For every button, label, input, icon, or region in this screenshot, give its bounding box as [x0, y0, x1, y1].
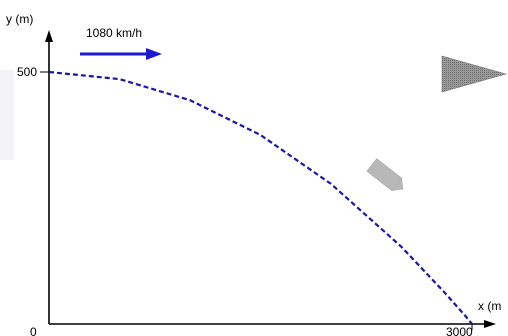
x-axis-arrowhead — [484, 320, 496, 328]
y-axis-label: y (m) — [6, 12, 33, 26]
y-mark-label: 500 — [17, 65, 37, 79]
launcher-triangle-icon — [441, 55, 508, 93]
origin-label: 0 — [30, 325, 37, 336]
background-panel — [0, 70, 14, 160]
y-axis-arrowhead — [45, 30, 53, 42]
x-mark-label: 3000 — [446, 325, 473, 336]
velocity-arrowhead-icon — [146, 48, 162, 60]
trajectory-curve — [48, 70, 473, 325]
x-axis-label: x (m — [478, 299, 501, 313]
velocity-label: 1080 km/h — [86, 26, 142, 40]
projectile-icon — [366, 158, 404, 192]
